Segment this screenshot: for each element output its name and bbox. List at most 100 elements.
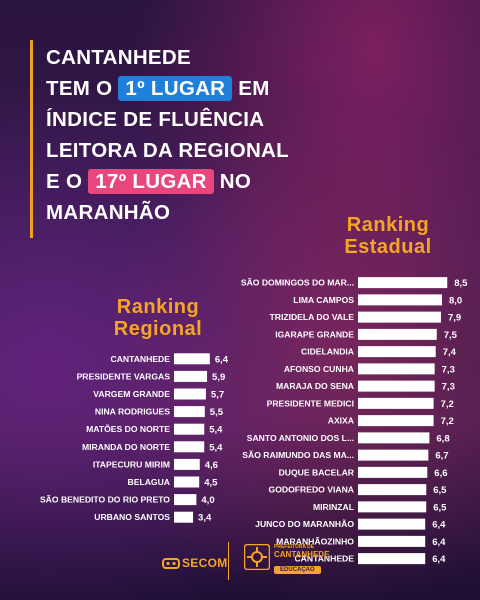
footer-divider (228, 542, 229, 580)
bar-regional (174, 458, 200, 470)
bar-estadual (358, 501, 427, 513)
category-label-regional: ITAPECURU MIRIM (93, 459, 170, 469)
category-label-estadual: PRESIDENTE MEDICI (267, 398, 354, 408)
bar-regional (174, 494, 197, 506)
value-label-regional: 4,5 (204, 478, 218, 489)
headline-line-5: e o 17º lugar no (46, 166, 466, 197)
ranking-estadual-title: Ranking Estadual (318, 214, 458, 258)
category-label-regional: PRESIDENTE VARGAS (77, 371, 171, 381)
category-label-regional: MATÕES DO NORTE (86, 424, 170, 434)
prefeitura-line-2: CANTANHEDE (274, 550, 330, 559)
bar-regional (174, 476, 200, 488)
bar-regional (174, 370, 208, 382)
prefeitura-seal-icon (244, 544, 270, 570)
seventeenth-place-pill: 17º lugar (88, 169, 214, 194)
bar-regional (174, 441, 205, 453)
bar-regional (174, 353, 210, 365)
category-label-estadual: JUNCO DO MARANHÃO (255, 519, 354, 529)
category-label-estadual: SÃO DOMINGOS DO MAR... (241, 278, 354, 288)
category-label-estadual: SÃO RAIMUNDO DAS MA... (242, 450, 354, 460)
value-label-estadual: 8,5 (454, 278, 468, 289)
bar-estadual (358, 518, 426, 530)
ranking-estadual-title-line-1: Ranking (346, 214, 430, 236)
bar-regional (174, 388, 206, 400)
category-label-regional: MIRANDA DO NORTE (82, 442, 170, 452)
value-label-estadual: 6,8 (436, 433, 449, 444)
category-label-regional: URBANO SANTOS (94, 512, 170, 522)
bar-estadual (358, 346, 436, 358)
category-label-regional: NINA RODRIGUES (95, 407, 170, 417)
value-label-estadual: 7,2 (441, 416, 454, 427)
category-label-estadual: DUQUE BACELAR (279, 467, 355, 477)
bar-estadual (358, 328, 437, 340)
value-label-estadual: 6,4 (432, 537, 446, 548)
category-label-regional: CANTANHEDE (110, 354, 170, 364)
bar-estadual (358, 294, 442, 306)
category-label-estadual: MARANHÃOZINHO (276, 536, 354, 546)
ranking-regional-title-line-1: Ranking (116, 296, 200, 318)
bar-estadual (358, 432, 430, 444)
headline-line-2: tem o 1º lugar em (46, 73, 466, 104)
secom-logo-text: SECOM (182, 556, 228, 570)
accent-bar (30, 40, 33, 238)
bar-estadual (358, 466, 428, 478)
secom-logo-icon (162, 558, 180, 569)
bar-estadual (358, 380, 435, 392)
value-label-estadual: 6,4 (432, 520, 446, 531)
headline: Cantanhede tem o 1º lugar em índice de f… (46, 42, 466, 228)
category-label-estadual: IGARAPE GRANDE (275, 329, 354, 339)
headline-line-2-pre: tem o (46, 77, 113, 100)
value-label-estadual: 7,3 (442, 364, 455, 375)
category-label-regional: SÃO BENEDITO DO RIO PRETO (40, 495, 170, 505)
value-label-estadual: 7,5 (444, 330, 458, 341)
ranking-estadual-title-line-2: Estadual (344, 236, 432, 258)
footer: SECOM PREFEITURA DE CANTANHEDE EDUCAÇÃO (0, 538, 480, 588)
category-label-estadual: GODOFREDO VIANA (269, 485, 354, 495)
ranking-regional-title: Ranking Regional (88, 296, 228, 340)
value-label-regional: 5,7 (211, 390, 224, 401)
category-label-estadual: SANTO ANTONIO DOS L... (247, 433, 354, 443)
value-label-regional: 5,4 (209, 425, 223, 436)
value-label-estadual: 6,6 (434, 468, 447, 479)
bar-estadual (358, 363, 435, 375)
headline-line-3: índice de fluência (46, 108, 265, 131)
value-label-estadual: 6,5 (433, 485, 447, 496)
prefeitura-name: PREFEITURA DE CANTANHEDE (274, 544, 329, 559)
bar-estadual (358, 484, 427, 496)
bar-estadual (358, 397, 434, 409)
value-label-regional: 3,4 (198, 513, 212, 524)
value-label-regional: 5,9 (212, 372, 225, 383)
headline-line-5-post: no (219, 170, 252, 193)
educacao-badge: EDUCAÇÃO (274, 566, 321, 574)
value-label-regional: 5,5 (210, 407, 224, 418)
category-label-estadual: TRIZIDELA DO VALE (269, 312, 354, 322)
bar-regional (174, 406, 205, 418)
value-label-estadual: 8,0 (449, 295, 462, 306)
bar-estadual (358, 449, 429, 461)
value-label-estadual: 6,7 (435, 451, 448, 462)
category-label-estadual: LIMA CAMPOS (293, 295, 354, 305)
bar-estadual (358, 553, 426, 565)
bar-estadual (358, 535, 426, 547)
value-label-regional: 6,4 (215, 354, 229, 365)
bar-regional (174, 511, 194, 523)
category-label-estadual: MIRINZAL (313, 502, 354, 512)
headline-line-5-pre: e o (46, 170, 83, 193)
value-label-estadual: 7,9 (448, 313, 461, 324)
value-label-estadual: 7,2 (441, 399, 454, 410)
value-label-estadual: 6,5 (433, 502, 447, 513)
category-label-regional: BELAGUA (128, 477, 171, 487)
value-label-regional: 5,4 (209, 442, 223, 453)
value-label-estadual: 6,4 (432, 554, 446, 565)
headline-line-1: Cantanhede (46, 46, 191, 69)
bar-estadual (358, 311, 441, 323)
category-label-estadual: AXIXA (328, 416, 354, 426)
value-label-regional: 4,0 (201, 495, 214, 506)
category-label-estadual: MARAJA DO SENA (276, 381, 354, 391)
headline-line-6: Maranhão (46, 201, 171, 224)
category-label-estadual: AFONSO CUNHA (284, 364, 354, 374)
bar-estadual (358, 415, 434, 427)
bar-estadual (358, 277, 448, 289)
value-label-estadual: 7,4 (443, 347, 457, 358)
